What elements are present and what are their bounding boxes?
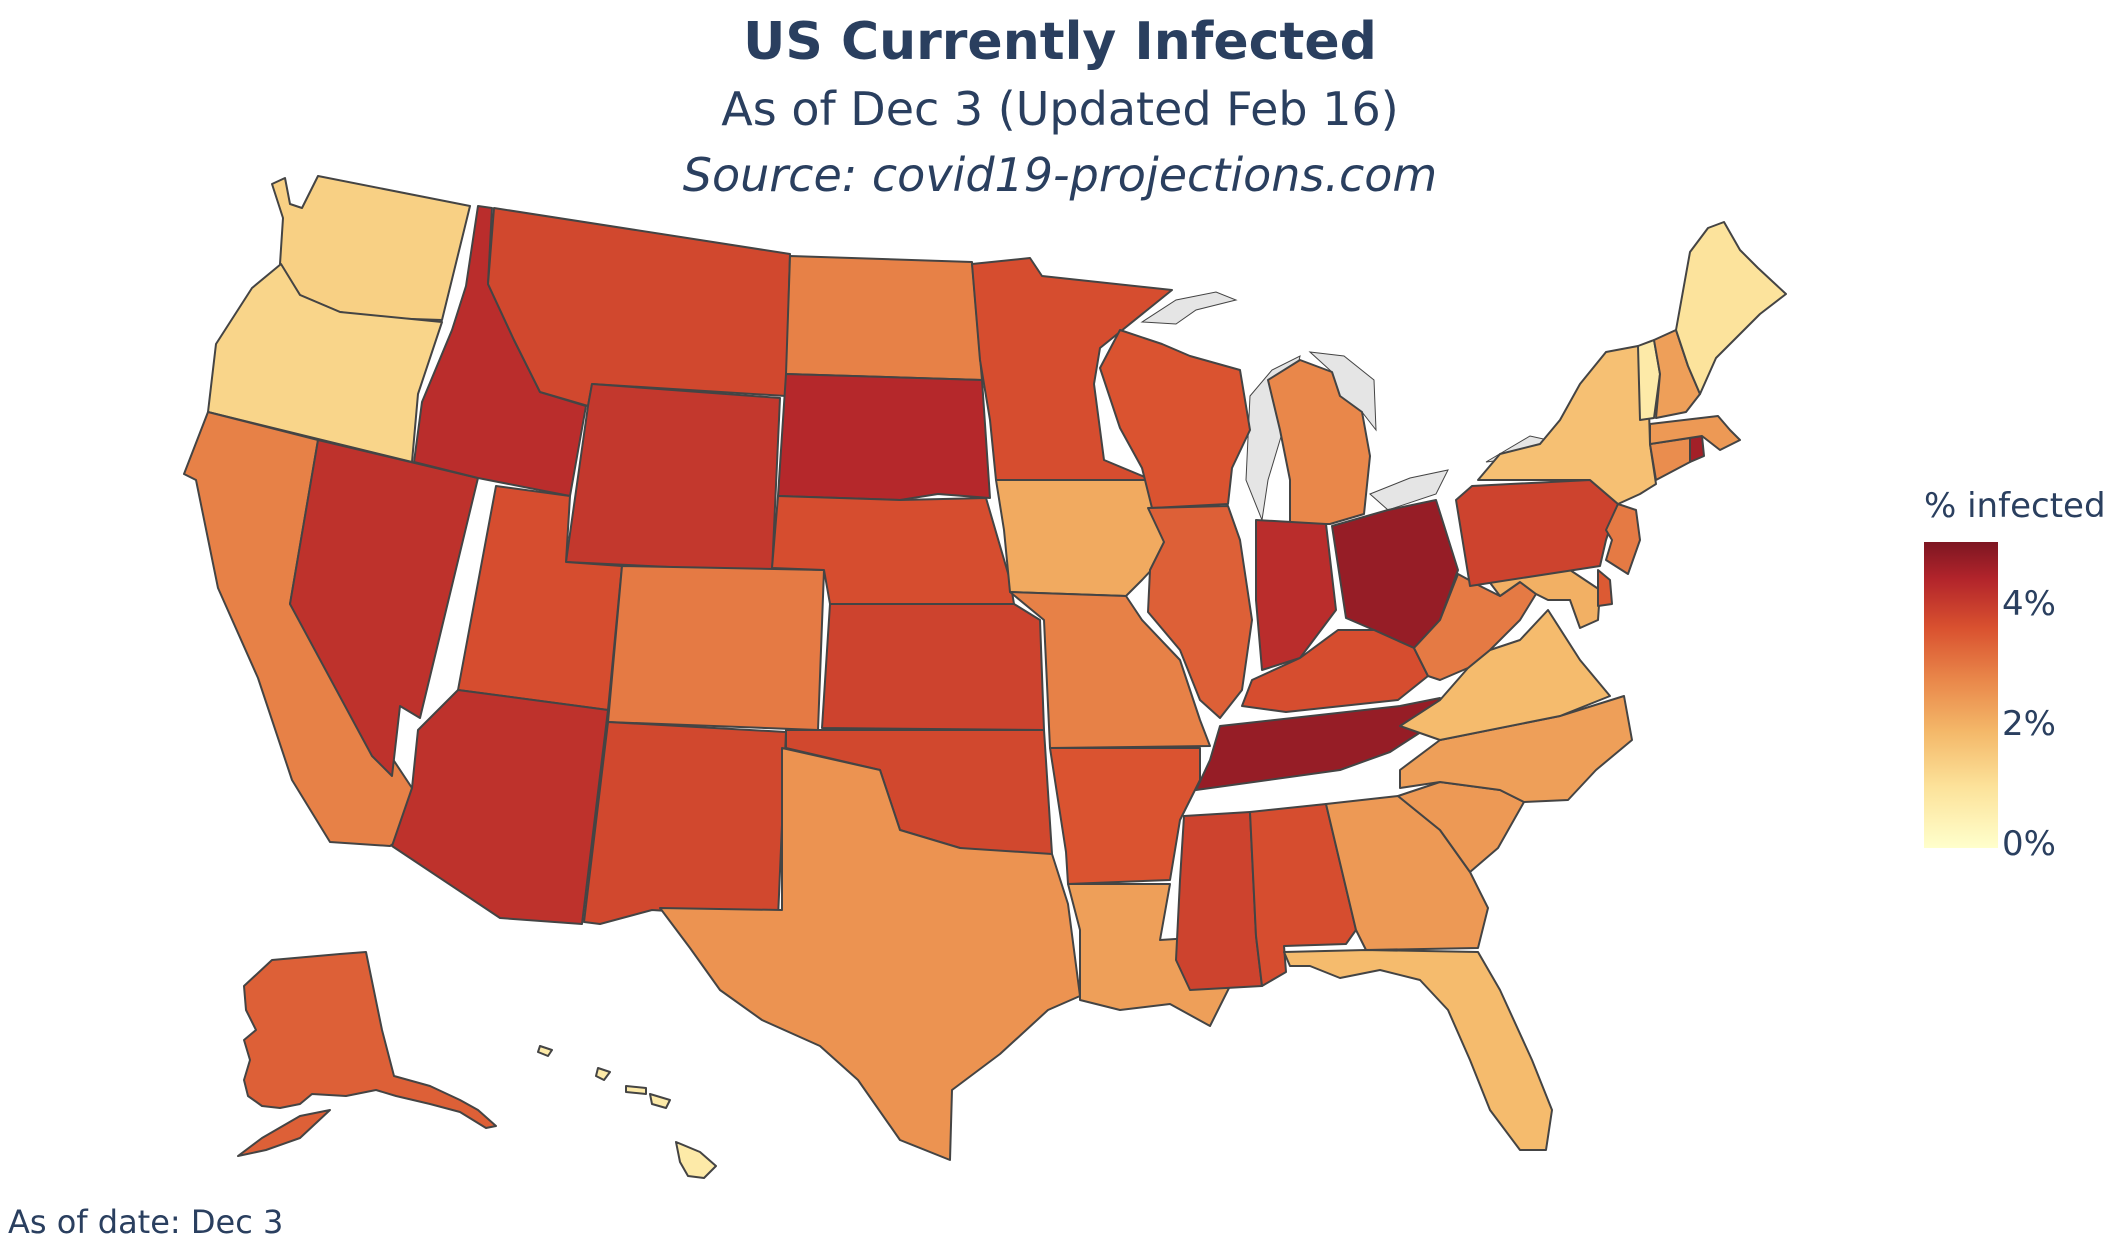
state-maine[interactable]: Maine bbox=[1675, 221, 1787, 395]
state-missouri[interactable]: Missouri bbox=[1009, 591, 1211, 749]
state-arizona[interactable]: Arizona bbox=[391, 689, 609, 925]
state-iowa[interactable]: Iowa bbox=[995, 479, 1171, 597]
colorbar-tick-2: 2% bbox=[2002, 704, 2056, 744]
state-south-dakota[interactable]: South Dakota bbox=[777, 373, 991, 501]
state-colorado[interactable]: Colorado bbox=[607, 565, 825, 731]
state-wyoming[interactable]: Wyoming bbox=[565, 383, 781, 573]
state-new-york[interactable]: New York bbox=[1477, 345, 1657, 505]
state-wisconsin[interactable]: Wisconsin bbox=[1099, 329, 1251, 509]
map-subtitle: As of Dec 3 (Updated Feb 16) bbox=[721, 82, 1399, 136]
state-hawaii[interactable]: Hawaii bbox=[537, 1045, 717, 1179]
state-connecticut[interactable]: Connecticut bbox=[1649, 437, 1691, 481]
state-illinois[interactable]: Illinois bbox=[1147, 505, 1253, 719]
state-kansas[interactable]: Kansas bbox=[821, 603, 1045, 731]
state-massachusetts[interactable]: Massachusetts bbox=[1649, 415, 1741, 451]
state-north-dakota[interactable]: North Dakota bbox=[785, 255, 983, 381]
state-maryland[interactable]: Maryland bbox=[1487, 569, 1601, 629]
colorbar-title: % infected bbox=[1924, 486, 2106, 526]
states-layer[interactable]: WashingtonOregonCaliforniaNevadaIdahoMon… bbox=[183, 175, 1787, 1179]
state-mississippi[interactable]: Mississippi bbox=[1175, 811, 1263, 991]
state-florida[interactable]: Florida bbox=[1283, 949, 1553, 1151]
state-nevada[interactable]: Nevada bbox=[289, 439, 479, 777]
state-delaware[interactable]: Delaware bbox=[1597, 569, 1613, 607]
state-oregon[interactable]: Oregon bbox=[207, 263, 443, 463]
state-tennessee[interactable]: Tennessee bbox=[1195, 697, 1441, 791]
state-minnesota[interactable]: Minnesota bbox=[971, 257, 1173, 481]
state-michigan[interactable]: Michigan bbox=[1267, 359, 1371, 525]
state-montana[interactable]: Montana bbox=[487, 207, 791, 407]
as-of-date-label: As of date: Dec 3 bbox=[8, 1203, 284, 1241]
state-arkansas[interactable]: Arkansas bbox=[1049, 747, 1201, 885]
state-rhode-island[interactable]: Rhode Island bbox=[1689, 435, 1705, 463]
map-source: Source: covid19-projections.com bbox=[682, 148, 1438, 202]
colorbar bbox=[1924, 542, 1998, 848]
lake-0 bbox=[1140, 291, 1238, 325]
colorbar-tick-4: 4% bbox=[2002, 584, 2056, 624]
state-virginia[interactable]: Virginia bbox=[1399, 609, 1611, 741]
state-new-mexico[interactable]: New Mexico bbox=[583, 721, 787, 925]
colorbar-tick-0: 0% bbox=[2002, 824, 2056, 864]
state-new-jersey[interactable]: New Jersey bbox=[1605, 503, 1641, 575]
state-pennsylvania[interactable]: Pennsylvania bbox=[1455, 479, 1619, 587]
state-alaska[interactable]: Alaska bbox=[237, 951, 497, 1157]
lake-3 bbox=[1369, 469, 1449, 511]
map-title: US Currently Infected bbox=[743, 12, 1377, 72]
state-texas[interactable]: Texas bbox=[659, 747, 1081, 1161]
